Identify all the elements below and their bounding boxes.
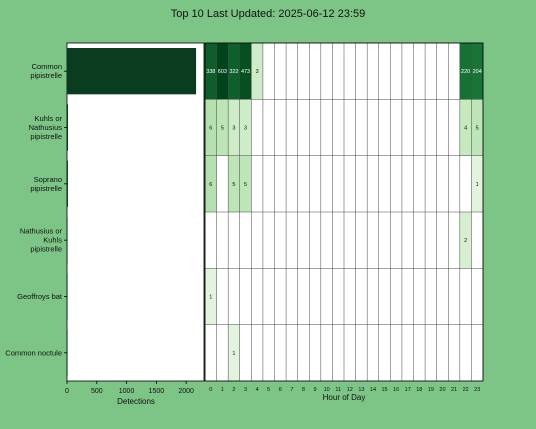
hour-tick-label-12: 12 bbox=[347, 387, 353, 393]
hour-tick-label-18: 18 bbox=[416, 387, 422, 393]
heat-cell-r2-h1 bbox=[216, 99, 229, 156]
bar-1 bbox=[67, 48, 197, 95]
species-label-4: pipistrelle bbox=[30, 245, 62, 254]
bar-2 bbox=[67, 104, 69, 151]
hour-tick-label-13: 13 bbox=[358, 387, 364, 393]
heat-cell-label-r3-h3: 5 bbox=[244, 182, 247, 188]
hour-tick-label-2: 2 bbox=[232, 387, 235, 393]
hour-tick-label-17: 17 bbox=[405, 387, 411, 393]
heat-cell-label-r2-h2: 3 bbox=[232, 126, 235, 132]
heat-cell-label-r3-h23: 1 bbox=[476, 182, 479, 188]
heat-cell-label-r1-h1: 603 bbox=[218, 69, 227, 75]
heat-cell-label-r3-h0: 6 bbox=[209, 182, 212, 188]
bar-4 bbox=[67, 217, 68, 264]
heat-cell-label-r4-h22: 2 bbox=[464, 238, 467, 244]
heat-cell-label-r5-h0: 1 bbox=[209, 295, 212, 301]
hour-tick-label-19: 19 bbox=[428, 387, 434, 393]
species-label-2: Kuhls or bbox=[34, 114, 62, 123]
chart-title: Top 10 Last Updated: 2025-06-12 23:59 bbox=[171, 8, 365, 20]
heat-cell-r3-h23 bbox=[471, 155, 483, 212]
hour-tick-label-20: 20 bbox=[439, 387, 445, 393]
heat-cell-r4-h22 bbox=[459, 212, 472, 269]
bar-x-tick-label-1000: 1000 bbox=[119, 388, 135, 395]
heat-cell-label-r1-h0: 338 bbox=[206, 69, 215, 75]
heat-cell-r1-h2 bbox=[228, 43, 240, 100]
heat-cell-r1-h3 bbox=[239, 43, 252, 100]
bar-x-tick-label-2000: 2000 bbox=[178, 388, 194, 395]
bar-6 bbox=[67, 329, 68, 376]
heat-cell-r3-h3 bbox=[239, 155, 252, 212]
hour-tick-label-9: 9 bbox=[314, 387, 317, 393]
hour-tick-label-6: 6 bbox=[279, 387, 282, 393]
heat-cell-label-r1-h4: 3 bbox=[256, 69, 259, 75]
bar-x-tick-label-1500: 1500 bbox=[149, 388, 165, 395]
heat-cell-label-r1-h22: 220 bbox=[461, 69, 470, 75]
species-label-1: Common bbox=[32, 62, 62, 71]
heat-cell-r1-h23 bbox=[471, 43, 483, 100]
hour-tick-label-22: 22 bbox=[463, 387, 469, 393]
heatmap-border bbox=[204, 42, 484, 382]
heat-cell-r1-h1 bbox=[216, 43, 229, 100]
heat-cell-r1-h22 bbox=[459, 43, 472, 100]
species-label-2: pipistrelle bbox=[30, 132, 62, 141]
hour-tick-label-10: 10 bbox=[324, 387, 330, 393]
heat-cell-label-r2-h0: 6 bbox=[209, 126, 212, 132]
heatmap-x-axis-label: Hour of Day bbox=[323, 393, 366, 402]
hour-tick-label-3: 3 bbox=[244, 387, 247, 393]
bar-5 bbox=[67, 273, 68, 320]
heat-cell-r6-h2 bbox=[228, 324, 240, 381]
heat-cell-label-r1-h3: 473 bbox=[241, 69, 250, 75]
hour-tick-label-4: 4 bbox=[256, 387, 259, 393]
species-label-2: Nathusius bbox=[29, 123, 63, 132]
heat-cell-label-r1-h23: 204 bbox=[473, 69, 482, 75]
heat-cell-r1-h4 bbox=[251, 43, 263, 100]
species-label-5: Geoffroys bat bbox=[17, 292, 63, 301]
heat-cell-r1-h0 bbox=[205, 43, 217, 100]
heat-cell-r3-h2 bbox=[228, 155, 240, 212]
species-label-4: Nathusius or bbox=[20, 227, 63, 236]
hour-tick-label-0: 0 bbox=[209, 387, 212, 393]
heat-cell-label-r2-h1: 5 bbox=[221, 126, 224, 132]
heat-cell-r5-h0 bbox=[205, 268, 217, 325]
heat-cell-r2-h2 bbox=[228, 99, 240, 156]
heat-cell-r2-h22 bbox=[459, 99, 472, 156]
heat-cell-label-r3-h2: 5 bbox=[232, 182, 235, 188]
hour-tick-label-23: 23 bbox=[474, 387, 480, 393]
species-label-4: Kuhls bbox=[43, 236, 62, 245]
heat-cell-r3-h0 bbox=[205, 155, 217, 212]
heat-cell-label-r2-h3: 3 bbox=[244, 126, 247, 132]
bar-3 bbox=[67, 160, 68, 207]
heat-cell-label-r2-h23: 5 bbox=[476, 126, 479, 132]
bar-x-axis-label: Detections bbox=[117, 397, 155, 406]
heat-cell-r2-h23 bbox=[471, 99, 483, 156]
hour-tick-label-16: 16 bbox=[393, 387, 399, 393]
species-label-6: Common noctule bbox=[5, 348, 62, 357]
hour-tick-label-7: 7 bbox=[290, 387, 293, 393]
bar-x-tick-label-500: 500 bbox=[91, 388, 103, 395]
heat-cell-r2-h3 bbox=[239, 99, 252, 156]
hour-tick-label-1: 1 bbox=[221, 387, 224, 393]
bar-plot-area bbox=[66, 42, 205, 382]
hour-tick-label-5: 5 bbox=[267, 387, 270, 393]
hour-tick-label-14: 14 bbox=[370, 387, 376, 393]
species-label-3: pipistrelle bbox=[30, 184, 62, 193]
hour-tick-label-8: 8 bbox=[302, 387, 305, 393]
hour-tick-label-11: 11 bbox=[335, 387, 341, 393]
hour-tick-label-21: 21 bbox=[451, 387, 457, 393]
hour-tick-label-15: 15 bbox=[381, 387, 387, 393]
species-label-1: pipistrelle bbox=[30, 71, 62, 80]
heat-cell-r2-h0 bbox=[205, 99, 217, 156]
heat-cell-label-r6-h2: 1 bbox=[232, 351, 235, 357]
bar-x-tick-label-0: 0 bbox=[65, 388, 69, 395]
heat-cell-label-r2-h22: 4 bbox=[464, 126, 467, 132]
heat-cell-label-r1-h2: 322 bbox=[229, 69, 238, 75]
species-label-3: Soprano bbox=[34, 175, 62, 184]
